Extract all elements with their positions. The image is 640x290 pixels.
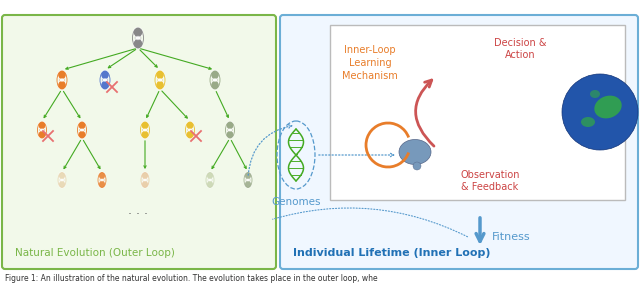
Ellipse shape <box>78 122 86 130</box>
Ellipse shape <box>58 70 67 79</box>
Text: Figure 1: An illustration of the natural evolution. The evolution takes place in: Figure 1: An illustration of the natural… <box>5 274 378 283</box>
Ellipse shape <box>141 130 149 139</box>
Ellipse shape <box>100 178 104 182</box>
Ellipse shape <box>141 180 148 188</box>
Ellipse shape <box>157 78 163 82</box>
Ellipse shape <box>208 178 212 182</box>
FancyBboxPatch shape <box>2 15 276 269</box>
Ellipse shape <box>135 36 141 40</box>
Ellipse shape <box>40 128 44 132</box>
Ellipse shape <box>60 78 65 82</box>
Ellipse shape <box>156 70 164 79</box>
Ellipse shape <box>141 122 149 130</box>
Ellipse shape <box>100 70 109 79</box>
Text: Fitness: Fitness <box>492 232 531 242</box>
Ellipse shape <box>399 139 431 164</box>
Ellipse shape <box>99 172 106 180</box>
Ellipse shape <box>186 130 194 139</box>
Ellipse shape <box>133 27 143 37</box>
FancyBboxPatch shape <box>330 25 625 200</box>
Ellipse shape <box>58 81 67 90</box>
Ellipse shape <box>78 130 86 139</box>
Ellipse shape <box>143 178 147 182</box>
Circle shape <box>562 74 638 150</box>
Ellipse shape <box>226 130 234 139</box>
Ellipse shape <box>156 81 164 90</box>
Ellipse shape <box>59 172 65 180</box>
Ellipse shape <box>99 180 106 188</box>
Ellipse shape <box>79 128 84 132</box>
Text: Decision &
Action: Decision & Action <box>493 38 547 60</box>
Ellipse shape <box>413 162 421 170</box>
Ellipse shape <box>246 178 250 182</box>
Ellipse shape <box>38 130 46 139</box>
Ellipse shape <box>211 70 220 79</box>
Ellipse shape <box>211 81 220 90</box>
Ellipse shape <box>226 122 234 130</box>
Text: Genomes: Genomes <box>271 197 321 207</box>
Ellipse shape <box>581 117 595 127</box>
Text: Natural Evolution (Outer Loop): Natural Evolution (Outer Loop) <box>15 248 175 258</box>
Ellipse shape <box>59 180 65 188</box>
Text: Observation
& Feedback: Observation & Feedback <box>460 170 520 192</box>
Ellipse shape <box>595 96 621 118</box>
FancyBboxPatch shape <box>280 15 638 269</box>
Ellipse shape <box>188 128 193 132</box>
Ellipse shape <box>102 78 108 82</box>
Ellipse shape <box>100 81 109 90</box>
Ellipse shape <box>60 178 64 182</box>
Ellipse shape <box>38 122 46 130</box>
Ellipse shape <box>244 180 252 188</box>
Ellipse shape <box>244 172 252 180</box>
Ellipse shape <box>212 78 218 82</box>
Ellipse shape <box>186 122 194 130</box>
Ellipse shape <box>207 180 213 188</box>
Ellipse shape <box>133 39 143 49</box>
Ellipse shape <box>141 172 148 180</box>
Text: Individual Lifetime (Inner Loop): Individual Lifetime (Inner Loop) <box>293 248 490 258</box>
Ellipse shape <box>143 128 147 132</box>
Ellipse shape <box>590 90 600 98</box>
Text: Inner-Loop
Learning
Mechanism: Inner-Loop Learning Mechanism <box>342 45 398 81</box>
Ellipse shape <box>207 172 213 180</box>
Text: · · ·: · · · <box>128 209 148 222</box>
Ellipse shape <box>228 128 232 132</box>
